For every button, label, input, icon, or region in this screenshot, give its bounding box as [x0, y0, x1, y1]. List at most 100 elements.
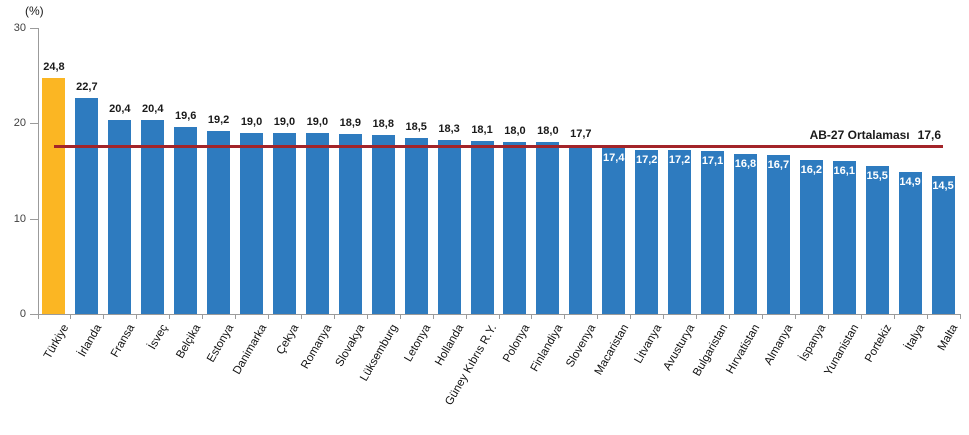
- x-axis-tick: [926, 315, 928, 319]
- bar-value-label: 20,4: [109, 102, 131, 115]
- x-axis-tick: [663, 315, 665, 319]
- bar-value-label: 18,5: [405, 120, 427, 133]
- x-axis-tick: [37, 315, 39, 319]
- y-axis-unit-label: (%): [25, 4, 44, 18]
- bar-value-label: 16,8: [734, 157, 757, 170]
- bar-value-label: 17,1: [701, 154, 724, 167]
- bar-value-label: 18,9: [339, 116, 362, 129]
- bar-value-label: 19,0: [306, 115, 329, 128]
- bar-value-label: 19,0: [273, 115, 296, 128]
- x-axis-tick: [860, 315, 862, 319]
- bar-portekiz: [865, 166, 889, 314]
- bar-value-label: 19,2: [207, 113, 230, 126]
- reference-line-label: AB-27 Ortalaması 17,6: [810, 128, 941, 142]
- bar-finlandiya: [536, 142, 560, 314]
- bar-value-label: 18,0: [504, 125, 526, 138]
- x-axis-tick: [432, 315, 434, 319]
- x-axis-tick: [564, 315, 566, 319]
- bar-value-label: 22,7: [76, 80, 98, 93]
- x-axis-tick: [366, 315, 368, 319]
- x-axis-tick: [531, 315, 533, 319]
- bar-h-rvatistan: [733, 153, 757, 314]
- x-axis-tick: [399, 315, 401, 319]
- reference-line-value: 17,6: [917, 128, 941, 142]
- bar-estonya: [207, 130, 231, 314]
- y-tick-label: 10: [13, 212, 26, 225]
- bar-l-ksemburg: [371, 134, 395, 314]
- bar-macaristan: [602, 148, 626, 314]
- bar-value-label: 16,2: [800, 163, 823, 176]
- bar-polonya: [503, 142, 527, 314]
- bar-value-label: 17,2: [635, 154, 658, 167]
- bar-value-label: 20,4: [142, 102, 164, 115]
- bar-value-label: 14,9: [899, 175, 921, 188]
- bar-value-label: 14,5: [932, 179, 954, 192]
- x-axis-tick: [70, 315, 72, 319]
- y-tick-label: 0: [19, 308, 26, 320]
- bar-romanya: [305, 132, 329, 314]
- bar-value-label: 17,7: [570, 128, 592, 141]
- x-axis-tick: [794, 315, 796, 319]
- x-axis-tick: [761, 315, 763, 319]
- x-axis-tick: [202, 315, 204, 319]
- bar-value-label: 19,6: [174, 110, 197, 123]
- bar-i-rlanda: [75, 97, 99, 314]
- reference-line-title: AB-27 Ortalaması: [809, 128, 910, 142]
- bar-value-label: 18,8: [372, 117, 394, 130]
- bar-value-label: 18,0: [537, 125, 559, 138]
- bar-slovakya: [338, 133, 362, 314]
- x-axis-tick: [498, 315, 500, 319]
- bar-malta: [931, 175, 955, 314]
- bar-almanya: [766, 154, 790, 314]
- y-axis-tick: [29, 123, 38, 125]
- bar-letonya: [404, 137, 428, 314]
- x-axis-tick: [235, 315, 237, 319]
- bar-value-label: 24,8: [43, 60, 65, 73]
- bar-t-rkiye: [42, 77, 66, 314]
- x-axis-tick: [268, 315, 269, 319]
- bar-slovenya: [569, 145, 593, 314]
- y-axis-line: [37, 28, 39, 314]
- bar-value-label: 17,4: [603, 152, 625, 165]
- x-axis-tick: [729, 315, 730, 319]
- bar-bulgaristan: [701, 150, 725, 314]
- x-axis-tick: [827, 315, 829, 319]
- x-axis-tick: [630, 315, 632, 319]
- x-axis-tick: [103, 315, 105, 319]
- y-axis-tick: [29, 218, 38, 220]
- x-axis-tick: [169, 315, 171, 319]
- bar-danimarka: [240, 132, 264, 314]
- x-axis-tick: [696, 315, 698, 319]
- x-axis-line: [37, 314, 961, 315]
- bar-value-label: 16,7: [767, 158, 790, 171]
- bar-value-label: 18,3: [438, 122, 460, 135]
- x-axis-tick: [333, 315, 335, 319]
- bar-fransa: [108, 119, 132, 314]
- x-axis-tick: [136, 315, 138, 319]
- bar-i-talya: [898, 171, 922, 314]
- y-tick-label: 30: [13, 22, 26, 34]
- bar-hollanda: [437, 139, 461, 314]
- x-axis-tick: [300, 315, 302, 319]
- bar-value-label: 19,0: [240, 115, 263, 128]
- reference-line: [53, 144, 944, 148]
- x-axis-tick: [465, 315, 467, 319]
- y-axis-tick: [29, 314, 38, 315]
- bar-value-label: 18,1: [471, 124, 493, 137]
- bar-avusturya: [668, 150, 692, 314]
- x-axis-tick: [597, 315, 599, 319]
- y-axis-tick: [29, 28, 38, 29]
- bar-value-label: 16,1: [833, 164, 855, 177]
- bar-bel-ika: [174, 127, 198, 314]
- y-tick-label: 20: [13, 117, 26, 130]
- x-axis-tick: [893, 315, 895, 319]
- bar-ekya: [272, 132, 296, 314]
- bar-value-label: 15,5: [866, 170, 888, 183]
- x-axis-tick: [959, 315, 961, 319]
- bar-litvanya: [635, 150, 659, 314]
- bar-g-ney-k-br-s-r-y: [470, 141, 494, 314]
- bar-i-sve: [141, 119, 165, 314]
- bar-i-spanya: [799, 159, 823, 314]
- bar-yunanistan: [832, 160, 856, 314]
